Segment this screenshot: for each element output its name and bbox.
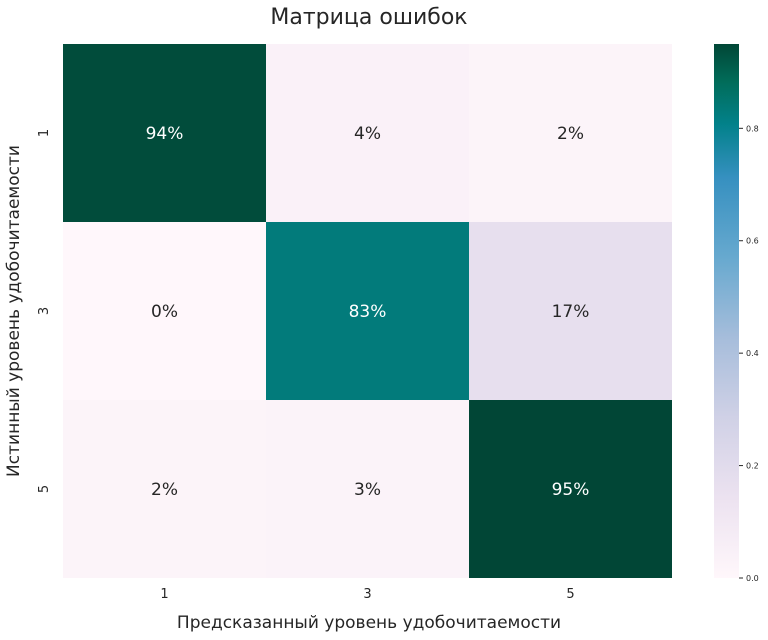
cell-label-r2-c2: 95% bbox=[552, 480, 590, 500]
x-tick-label: 3 bbox=[363, 587, 371, 602]
colorbar-tick-label: 0.8 bbox=[746, 124, 759, 133]
chart-title: Матрица ошибок bbox=[270, 5, 467, 30]
heatmap-cell-labels: 94% 4% 2% 0% 83% 17% 2% 3% 95% bbox=[146, 124, 590, 500]
cell-label-r1-c2: 17% bbox=[552, 302, 590, 322]
heatmap-cell-r2-c0 bbox=[63, 400, 266, 578]
heatmap-cells bbox=[63, 44, 672, 578]
colorbar-tick-label: 0.4 bbox=[746, 349, 759, 358]
colorbar-tick-label: 0.0 bbox=[746, 574, 759, 583]
colorbar-tick-label: 0.2 bbox=[746, 462, 759, 471]
cell-label-r0-c2: 2% bbox=[557, 124, 584, 144]
x-tick-label: 5 bbox=[566, 587, 574, 602]
heatmap-cell-r2-c1 bbox=[266, 400, 469, 578]
cell-label-r1-c0: 0% bbox=[151, 302, 178, 322]
colorbar-ticks: 0.0 0.2 0.4 0.6 0.8 bbox=[739, 124, 759, 583]
x-axis-ticks: 1 3 5 bbox=[160, 587, 574, 602]
y-tick-label: 1 bbox=[37, 129, 52, 137]
cell-label-r0-c0: 94% bbox=[146, 124, 184, 144]
heatmap-cell-r1-c1 bbox=[266, 222, 469, 400]
cell-label-r1-c1: 83% bbox=[349, 302, 387, 322]
heatmap-cell-r1-c2 bbox=[469, 222, 672, 400]
heatmap-cell-r0-c1 bbox=[266, 44, 469, 222]
y-tick-label: 5 bbox=[37, 485, 52, 493]
heatmap-cell-r2-c2 bbox=[469, 400, 672, 578]
y-axis-ticks: 1 3 5 bbox=[37, 129, 52, 493]
heatmap-cell-r0-c2 bbox=[469, 44, 672, 222]
cell-label-r2-c0: 2% bbox=[151, 480, 178, 500]
x-tick-label: 1 bbox=[160, 587, 168, 602]
x-axis-label: Предсказанный уровень удобочитаемости bbox=[177, 613, 561, 633]
heatmap-cell-r0-c0 bbox=[63, 44, 266, 222]
y-axis-label: Истинный уровень удобочитаемости bbox=[4, 145, 24, 477]
colorbar-tick-label: 0.6 bbox=[746, 237, 759, 246]
colorbar bbox=[714, 44, 739, 578]
y-tick-label: 3 bbox=[37, 307, 52, 315]
cell-label-r2-c1: 3% bbox=[354, 480, 381, 500]
heatmap-cell-r1-c0 bbox=[63, 222, 266, 400]
cell-label-r0-c1: 4% bbox=[354, 124, 381, 144]
